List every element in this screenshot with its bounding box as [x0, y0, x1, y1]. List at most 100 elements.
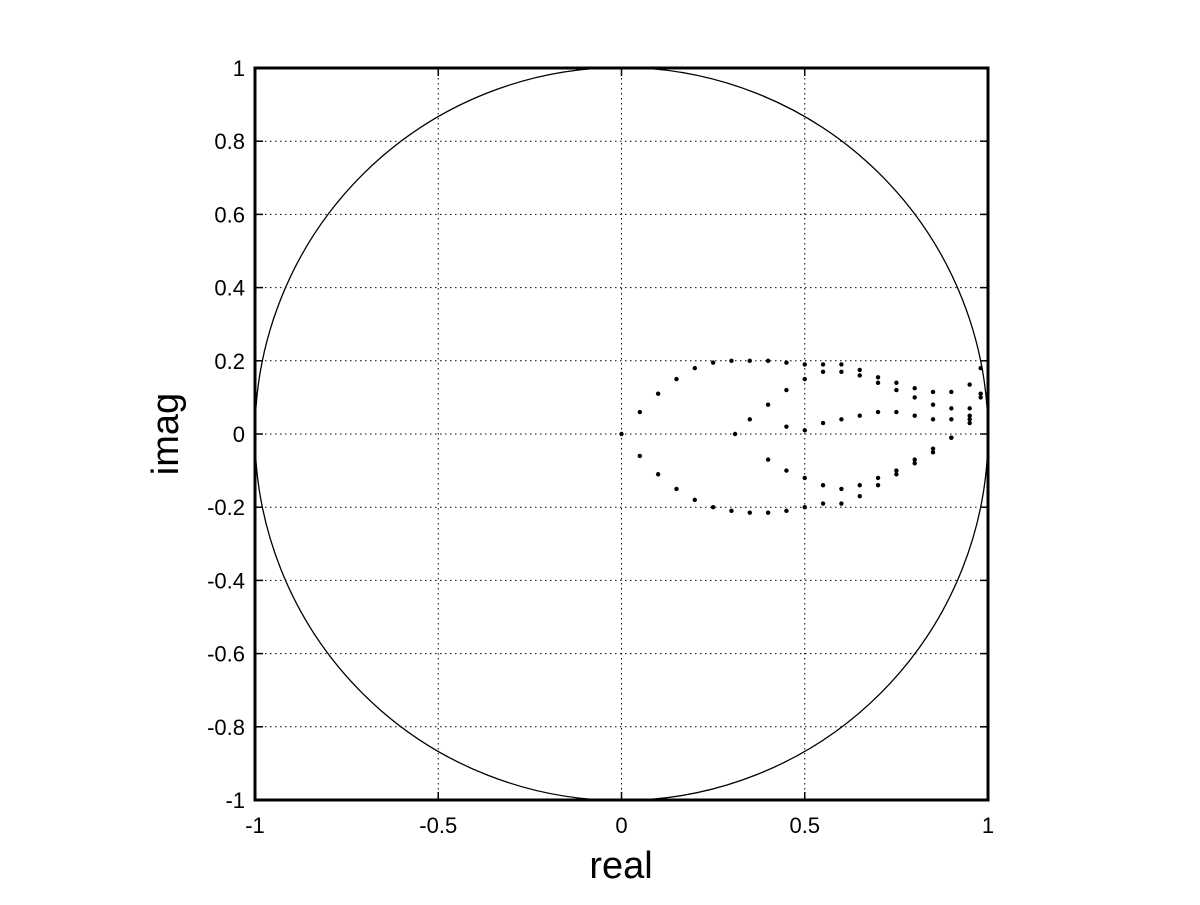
data-point	[765, 402, 771, 407]
data-point	[930, 446, 936, 451]
x-tick-label: 0	[615, 813, 627, 838]
data-point	[784, 360, 789, 365]
data-point	[967, 406, 972, 411]
x-axis-title: real	[589, 845, 652, 887]
data-point	[729, 358, 734, 363]
data-point	[784, 468, 789, 473]
data-point	[875, 475, 881, 481]
data-point	[912, 461, 917, 466]
data-point	[802, 362, 807, 367]
data-point	[912, 413, 917, 418]
data-point	[978, 395, 983, 400]
data-point	[784, 508, 789, 514]
data-point	[857, 367, 862, 373]
grid	[255, 68, 988, 800]
y-tick-label: -0.2	[207, 495, 245, 520]
data-point	[732, 431, 738, 437]
data-point	[820, 362, 826, 367]
data-point	[857, 483, 862, 488]
data-point	[765, 358, 771, 363]
data-point	[839, 362, 844, 367]
y-tick-label: -1	[225, 788, 245, 813]
data-point	[930, 417, 936, 422]
y-tick-label: -0.8	[207, 715, 245, 740]
data-point	[894, 472, 899, 477]
data-point	[949, 389, 954, 395]
x-tick-label: -1	[245, 813, 265, 838]
data-point	[949, 417, 954, 422]
data-point	[710, 360, 716, 365]
data-point	[802, 475, 807, 481]
data-point	[978, 391, 983, 396]
y-tick-label: -0.4	[207, 568, 245, 593]
data-point	[674, 376, 679, 382]
data-point	[747, 358, 752, 363]
data-point	[912, 395, 917, 400]
data-point	[857, 373, 862, 378]
x-tick-label: -0.5	[419, 813, 457, 838]
data-point	[637, 409, 643, 415]
data-point	[820, 369, 826, 374]
data-point	[839, 501, 844, 506]
data-point	[820, 483, 826, 488]
data-point	[949, 435, 954, 440]
data-point	[637, 453, 643, 459]
y-tick-label: 0.6	[214, 202, 245, 227]
axis-ticks: -1 -0.5 0 0.5 1 -1 -0.8 -0.6 -0.4 -0.2 0 0.2 0.4 0.6 0…	[207, 56, 994, 838]
data-point	[930, 402, 936, 407]
data-point	[802, 505, 807, 510]
y-tick-label: 0.2	[214, 349, 245, 374]
data-point	[674, 486, 679, 492]
data-point	[619, 431, 624, 437]
data-points	[619, 358, 983, 515]
data-point	[894, 409, 899, 415]
data-point	[802, 376, 807, 382]
data-point	[912, 386, 917, 391]
data-point	[839, 417, 844, 422]
data-point	[967, 413, 972, 418]
data-point	[967, 420, 972, 426]
y-tick-label: 0.4	[214, 276, 245, 301]
y-tick-label: 1	[233, 56, 245, 81]
data-point	[875, 409, 881, 415]
data-point	[894, 468, 899, 473]
data-point	[692, 365, 697, 371]
data-point	[894, 387, 899, 393]
x-tick-label: 1	[982, 813, 994, 838]
data-point	[784, 424, 789, 429]
data-point	[875, 375, 881, 380]
data-point	[949, 406, 954, 411]
data-point	[839, 486, 844, 492]
data-point	[820, 420, 826, 426]
data-point	[729, 508, 734, 514]
y-tick-label: 0	[233, 422, 245, 447]
data-point	[978, 365, 983, 371]
data-point	[692, 497, 697, 503]
data-point	[784, 387, 789, 393]
data-point	[857, 494, 862, 499]
y-tick-label: -0.6	[207, 642, 245, 667]
data-point	[710, 505, 716, 510]
x-tick-label: 0.5	[789, 813, 820, 838]
data-point	[894, 380, 899, 385]
data-point	[839, 369, 844, 374]
y-tick-label: 0.8	[214, 129, 245, 154]
data-point	[820, 501, 826, 506]
data-point	[655, 472, 661, 477]
data-point	[875, 380, 881, 385]
data-point	[747, 510, 752, 515]
data-point	[930, 389, 936, 395]
data-point	[655, 391, 661, 396]
data-point	[747, 417, 752, 422]
data-point	[912, 457, 917, 462]
data-point	[765, 510, 771, 515]
data-point	[765, 457, 771, 462]
y-axis-title: imag	[145, 393, 187, 475]
data-point	[967, 417, 972, 422]
data-point	[930, 450, 936, 455]
data-point	[967, 382, 972, 387]
data-point	[875, 483, 881, 488]
data-point	[857, 413, 862, 418]
